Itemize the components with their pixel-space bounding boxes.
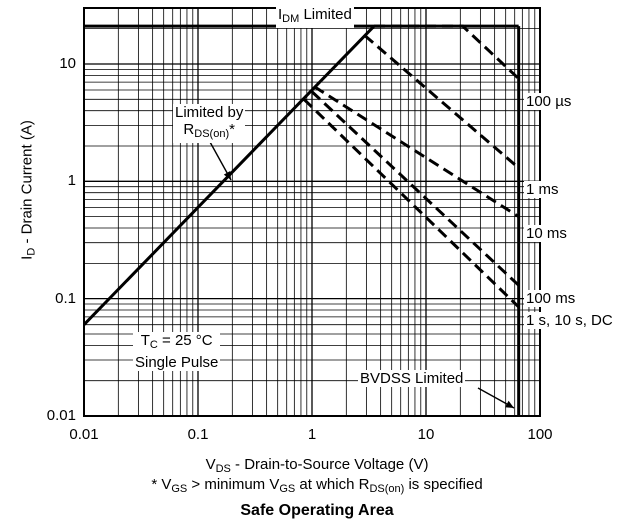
idm-limited-label: IDM Limited (276, 6, 354, 28)
x-tick-label: 0.1 (187, 426, 209, 443)
y-axis-label: ID - Drain Current (A) (18, 120, 38, 260)
rds-limited-label: Limited by RDS(on)* (173, 104, 246, 143)
annotation-arrows (209, 20, 515, 409)
y-tick-label: 10 (59, 54, 76, 72)
y-tick-label: 1 (67, 172, 76, 190)
y-tick-label: 0.01 (46, 407, 76, 424)
x-tick-label: 1 (307, 426, 317, 443)
pulse-curve-2 (313, 85, 520, 218)
series-label-0: 100 µs (524, 93, 574, 110)
series-label-3: 100 ms (524, 290, 578, 307)
pulse-curve-1 (363, 34, 520, 170)
chart-title: Safe Operating Area (240, 502, 394, 519)
series-label-4: 1 s, 10 s, DC (524, 312, 615, 329)
series-label-2: 10 ms (524, 225, 569, 242)
footnote: * VGS > minimum VGS at which RDS(on) is … (151, 476, 483, 495)
pulse-curve-4 (302, 98, 520, 309)
conditions-label: TC = 25 °C Single Pulse (133, 332, 221, 371)
x-tick-label: 0.01 (69, 426, 99, 443)
bvdss-limited-label: BVDSS Limited (358, 370, 466, 387)
pulse-curve-3 (310, 90, 520, 287)
x-tick-label: 10 (417, 426, 435, 443)
rds-arrow-head (223, 171, 231, 180)
pulse-curve-0 (374, 24, 520, 80)
series-label-1: 1 ms (524, 181, 561, 198)
x-axis-label: VDS - Drain-to-Source Voltage (V) (205, 456, 429, 475)
bvdss-arrow-head (505, 400, 514, 408)
y-tick-label: 0.1 (55, 289, 76, 307)
x-tick-label: 100 (527, 426, 553, 443)
